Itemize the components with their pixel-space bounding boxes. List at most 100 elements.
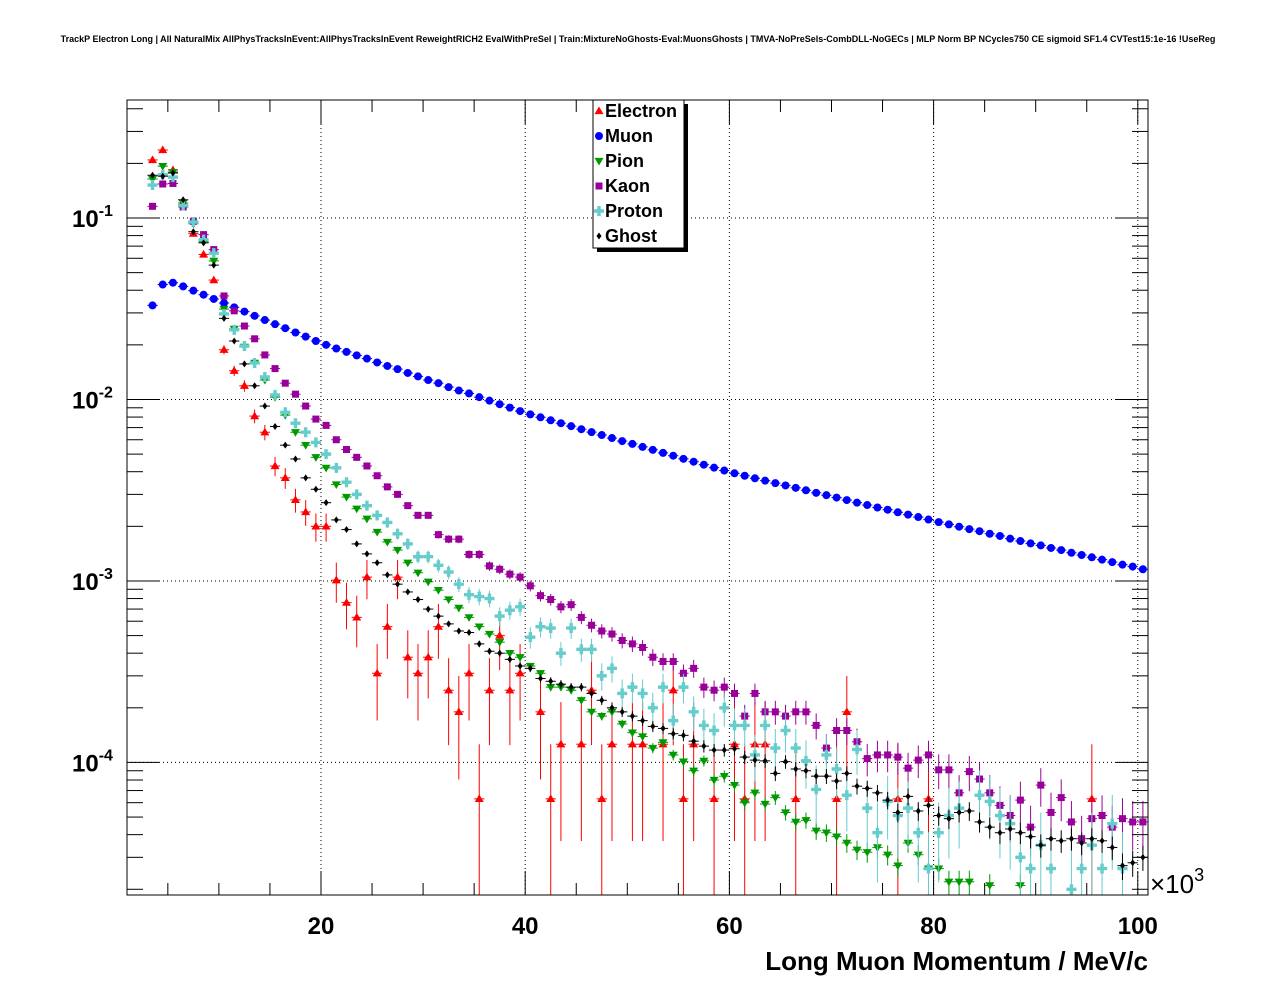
ghost-marker	[650, 722, 656, 730]
electron-marker	[209, 275, 219, 284]
electron-point	[310, 513, 321, 542]
muon-point	[1076, 551, 1087, 560]
kaon-point	[1015, 781, 1026, 825]
ghost-point	[198, 239, 209, 247]
kaon-marker	[537, 592, 545, 600]
svg-text:×103: ×103	[1150, 865, 1204, 899]
electron-point	[576, 702, 587, 841]
ghost-marker	[1130, 859, 1136, 867]
kaon-point	[249, 335, 260, 343]
series-ghost	[147, 169, 1148, 880]
pion-marker	[893, 862, 903, 871]
muon-marker	[311, 337, 320, 346]
muon-point	[494, 400, 505, 409]
electron-marker	[382, 622, 392, 630]
ghost-marker	[1038, 841, 1044, 849]
muon-marker	[403, 368, 412, 377]
legend-label: Electron	[605, 101, 677, 121]
ghost-marker	[486, 647, 492, 655]
muon-marker	[373, 358, 382, 367]
electron-marker	[199, 249, 209, 258]
legend-entry-pion: Pion	[594, 151, 644, 171]
electron-point	[739, 744, 750, 895]
muon-marker	[771, 479, 780, 488]
kaon-point	[596, 624, 607, 639]
ghost-point	[943, 809, 955, 830]
kaon-marker	[547, 596, 555, 604]
pion-point	[392, 546, 403, 555]
kaon-point	[412, 511, 424, 519]
pion-point	[504, 650, 515, 658]
kaon-marker	[485, 562, 493, 570]
kaon-point	[514, 572, 526, 583]
kaon-point	[862, 744, 873, 777]
ghost-marker	[282, 441, 288, 449]
pion-point	[708, 774, 720, 787]
kaon-point	[259, 351, 270, 359]
ghost-point	[178, 196, 189, 204]
pion-marker	[729, 781, 739, 790]
proton-point	[229, 324, 240, 335]
pion-marker	[750, 789, 760, 798]
ghost-marker	[1007, 825, 1013, 833]
electron-marker	[372, 668, 382, 677]
electron-point	[606, 702, 618, 841]
kaon-marker	[200, 231, 208, 239]
kaon-point	[310, 415, 321, 423]
muon-point	[576, 425, 587, 434]
proton-point	[382, 517, 393, 528]
ghost-point	[872, 784, 883, 802]
pion-marker	[423, 578, 433, 587]
muon-point	[923, 515, 934, 524]
muon-point	[1015, 537, 1026, 546]
ghost-marker	[548, 677, 554, 685]
ghost-point	[1066, 828, 1077, 851]
kaon-marker	[935, 766, 943, 774]
proton-marker	[239, 341, 250, 352]
muon-point	[259, 316, 270, 325]
muon-point	[1096, 555, 1108, 564]
muon-point	[392, 365, 403, 374]
muon-marker	[904, 510, 913, 519]
proton-point	[392, 528, 403, 540]
muon-point	[617, 437, 628, 446]
kaon-point	[688, 659, 699, 678]
pion-marker	[689, 767, 699, 776]
muon-marker	[413, 372, 422, 381]
kaon-point	[923, 740, 934, 773]
muon-point	[647, 445, 658, 454]
muon-point	[831, 493, 842, 502]
muon-marker	[322, 340, 331, 349]
muon-point	[841, 496, 852, 505]
muon-marker	[750, 474, 759, 483]
kaon-point	[882, 740, 893, 773]
muon-point	[188, 286, 199, 295]
kaon-point	[525, 580, 536, 592]
kaon-marker	[291, 390, 299, 398]
ghost-point	[913, 802, 924, 821]
muon-point	[974, 527, 985, 536]
kaon-point	[474, 550, 485, 559]
pion-marker	[484, 630, 494, 639]
pion-marker	[311, 454, 321, 462]
kaon-marker	[884, 751, 892, 759]
muon-point	[954, 522, 965, 531]
kaon-marker	[700, 683, 708, 691]
kaon-point	[1127, 801, 1138, 851]
muon-point	[147, 301, 158, 310]
ghost-point	[862, 780, 873, 797]
ghost-marker	[415, 596, 421, 604]
ghost-point	[453, 627, 464, 635]
muon-marker	[679, 454, 688, 463]
electron-point	[382, 603, 393, 659]
legend-entry-kaon: Kaon	[595, 176, 650, 196]
pion-point	[668, 749, 679, 761]
ghost-point	[1015, 822, 1026, 845]
proton-point	[780, 713, 791, 753]
muon-marker	[628, 439, 637, 448]
kaon-point	[443, 535, 454, 544]
muon-marker	[383, 361, 392, 370]
pion-point	[290, 429, 301, 437]
pion-marker	[290, 429, 300, 437]
kaon-marker	[730, 689, 738, 697]
